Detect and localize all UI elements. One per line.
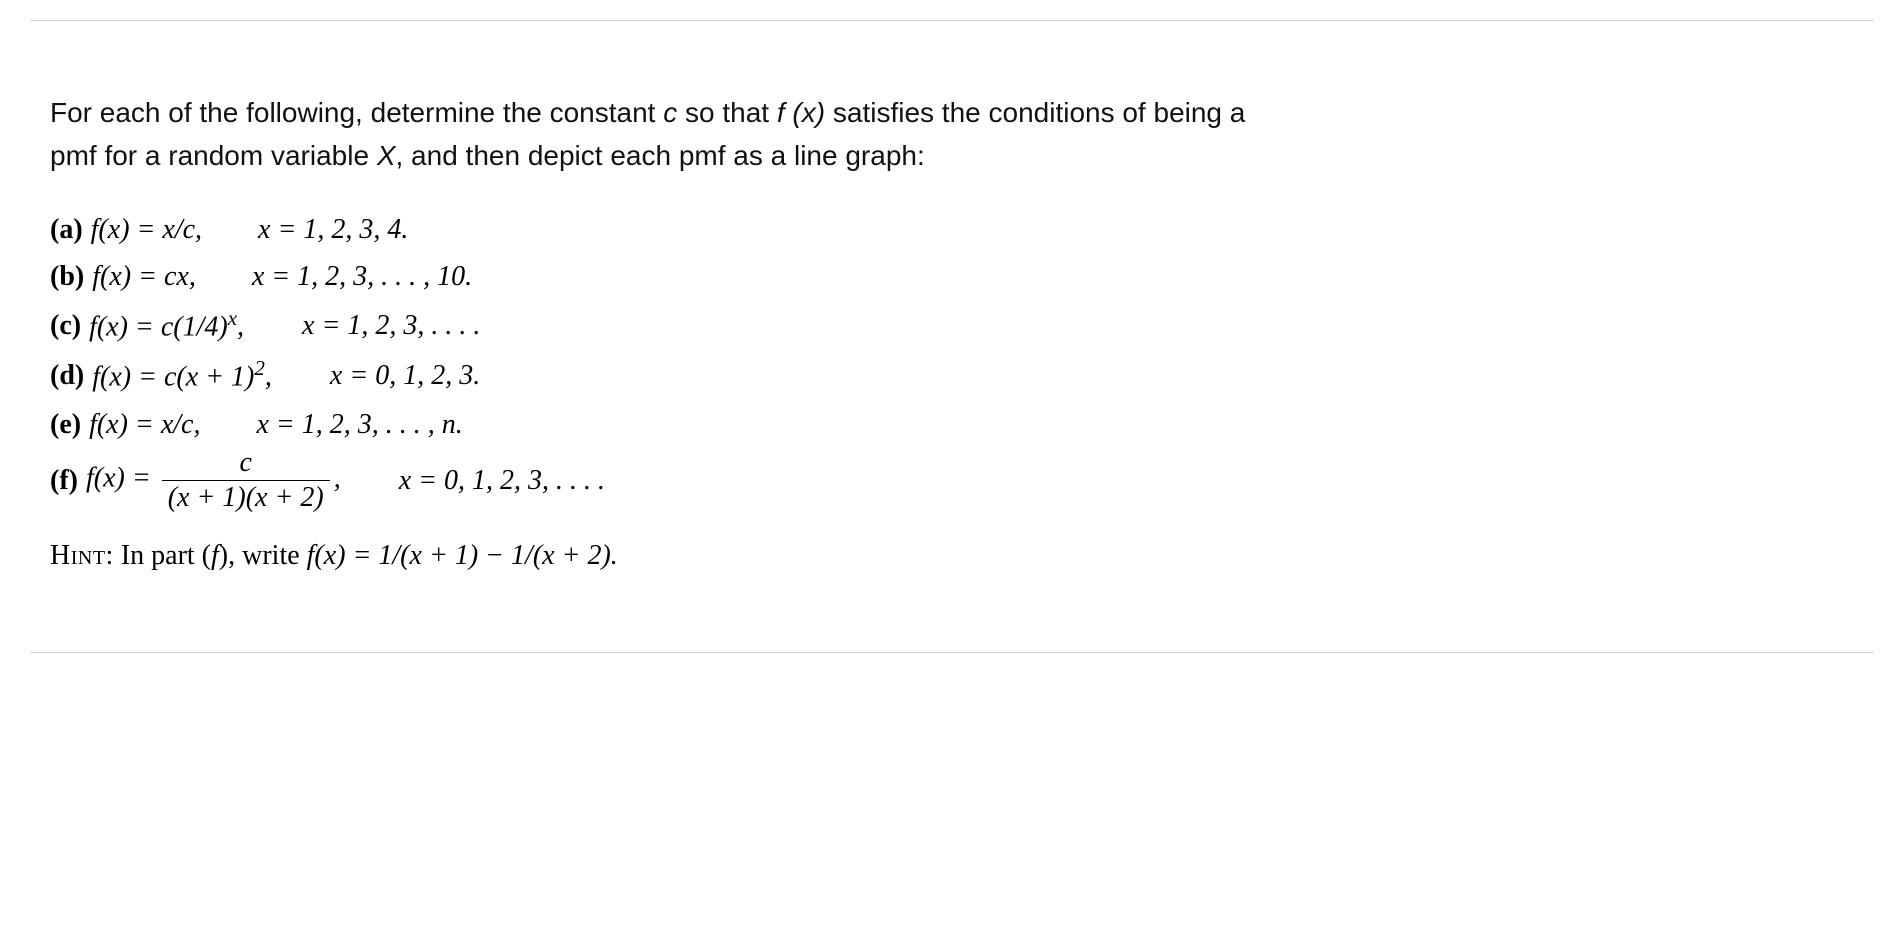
part-f-rhs: x = 0, 1, 2, 3, . . . .	[399, 457, 605, 505]
fraction: c(x + 1)(x + 2)	[162, 448, 330, 512]
hint: Hint: In part (f), write f(x) = 1/(x + 1…	[50, 540, 1854, 572]
part-c-label: (c)	[50, 302, 81, 350]
problem-container: For each of the following, determine the…	[30, 20, 1874, 653]
intro-text-4: pmf for a random variable	[50, 140, 377, 171]
intro-c: c	[663, 97, 677, 128]
part-a-rhs: x = 1, 2, 3, 4.	[258, 206, 408, 254]
intro-text-1: For each of the following, determine the…	[50, 97, 663, 128]
hint-text-a: In part (	[114, 540, 211, 571]
part-e-lhs: f(x) = x/c,	[89, 401, 200, 449]
intro-text-2: so that	[677, 97, 777, 128]
intro-X: X	[377, 140, 396, 171]
part-b-rhs: x = 1, 2, 3, . . . , 10.	[252, 253, 472, 301]
problem-intro: For each of the following, determine the…	[50, 91, 1470, 178]
hint-label: Hint:	[50, 540, 114, 571]
part-e-rhs: x = 1, 2, 3, . . . , n.	[256, 401, 462, 449]
part-a-label: (a)	[50, 206, 83, 254]
part-f-lhs: f(x) = c(x + 1)(x + 2),	[86, 448, 343, 512]
part-a-lhs: f(x) = x/c,	[91, 206, 202, 254]
part-d-lhs: f(x) = c(x + 1)2,	[92, 351, 274, 401]
intro-text-3: satisfies the conditions of being a	[825, 97, 1245, 128]
intro-text-5: , and then depict each pmf as a line gra…	[396, 140, 925, 171]
part-c-lhs: f(x) = c(1/4)x,	[89, 301, 246, 351]
part-f: (f) f(x) = c(x + 1)(x + 2), x = 0, 1, 2,…	[50, 448, 1854, 512]
part-c: (c) f(x) = c(1/4)x, x = 1, 2, 3, . . . .	[50, 301, 1854, 351]
parts-list: (a) f(x) = x/c, x = 1, 2, 3, 4. (b) f(x)…	[50, 206, 1854, 512]
part-a: (a) f(x) = x/c, x = 1, 2, 3, 4.	[50, 206, 1854, 254]
hint-eq: f(x) = 1/(x + 1) − 1/(x + 2).	[307, 540, 618, 571]
part-f-label: (f)	[50, 457, 78, 505]
intro-fx: f (x)	[777, 97, 825, 128]
part-d-label: (d)	[50, 352, 84, 400]
hint-text-b: ), write	[219, 540, 307, 571]
part-d: (d) f(x) = c(x + 1)2, x = 0, 1, 2, 3.	[50, 351, 1854, 401]
part-e: (e) f(x) = x/c, x = 1, 2, 3, . . . , n.	[50, 401, 1854, 449]
part-b: (b) f(x) = cx, x = 1, 2, 3, . . . , 10.	[50, 253, 1854, 301]
part-c-rhs: x = 1, 2, 3, . . . .	[302, 302, 480, 350]
hint-f: f	[211, 540, 219, 571]
part-b-label: (b)	[50, 253, 84, 301]
part-e-label: (e)	[50, 401, 81, 449]
part-b-lhs: f(x) = cx,	[92, 253, 196, 301]
part-d-rhs: x = 0, 1, 2, 3.	[330, 352, 480, 400]
